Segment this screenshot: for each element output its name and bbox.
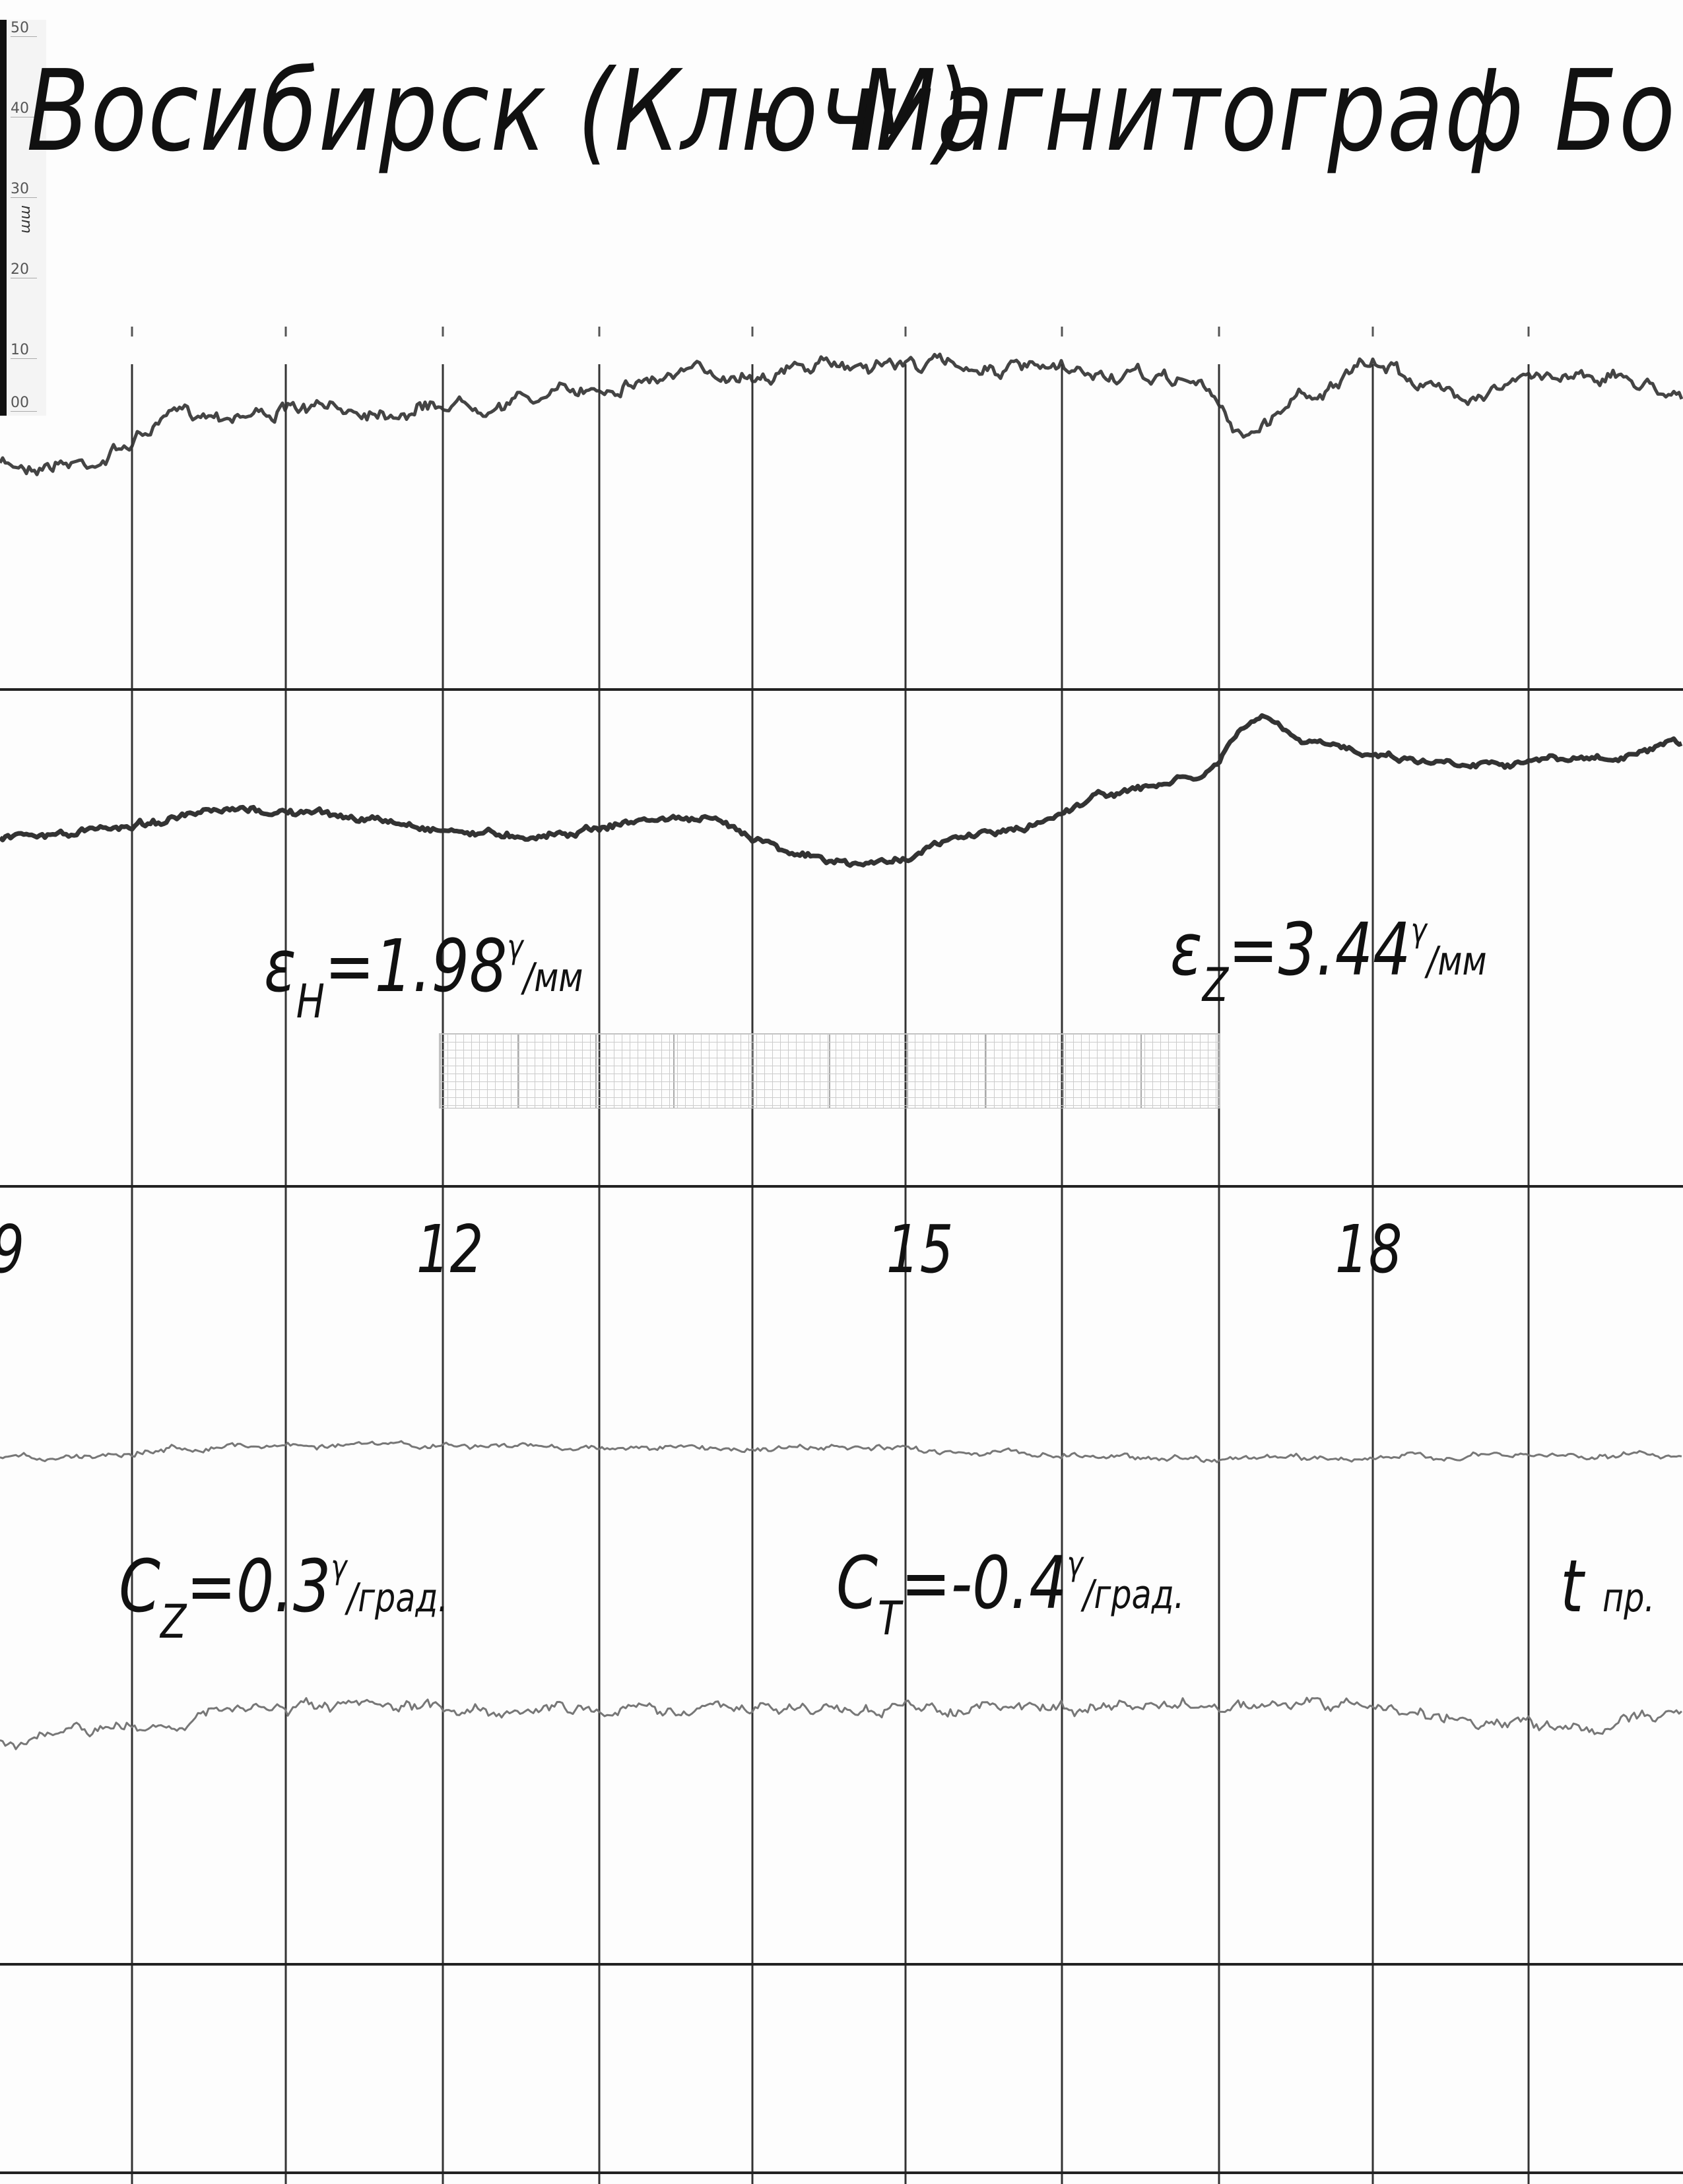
superscript: γ bbox=[1067, 1545, 1083, 1583]
unit: /град. bbox=[1082, 1572, 1185, 1618]
t-pr-label: t пр. bbox=[1560, 1544, 1655, 1628]
symbol: C bbox=[119, 1544, 160, 1628]
superscript: γ bbox=[331, 1548, 347, 1586]
value: =1.98 bbox=[324, 924, 508, 1008]
ruler-label: 20 bbox=[11, 261, 37, 278]
value: =3.44 bbox=[1228, 907, 1411, 992]
subscript: H bbox=[296, 975, 325, 1029]
unit: пр. bbox=[1602, 1575, 1655, 1621]
temperature-trace bbox=[0, 1440, 1682, 1463]
c-z-coefficient: CZ=0.3γ/град. bbox=[119, 1544, 449, 1649]
symbol: ε bbox=[264, 924, 296, 1008]
ruler-label: 30 bbox=[11, 181, 37, 198]
symbol: ε bbox=[1170, 907, 1203, 992]
ruler-label: 40 bbox=[11, 100, 37, 117]
subscript: T bbox=[877, 1591, 902, 1646]
subscript: Z bbox=[160, 1595, 187, 1649]
hour-label: 9 bbox=[0, 1211, 24, 1288]
hour-label: 12 bbox=[416, 1211, 484, 1288]
instrument-title: Магнитограф Бо bbox=[857, 46, 1676, 177]
temperature-trace bbox=[0, 1696, 1682, 1750]
symbol: C bbox=[836, 1541, 878, 1625]
value: =0.3 bbox=[186, 1544, 331, 1628]
calibration-grid bbox=[439, 1033, 1220, 1108]
unit: /мм bbox=[1426, 938, 1487, 984]
superscript: γ bbox=[507, 928, 523, 966]
unit: /град. bbox=[346, 1575, 449, 1621]
eps-z-scale: εZ=3.44γ/мм bbox=[1170, 907, 1487, 1012]
station-title: Восибирск (Ключи) bbox=[26, 46, 973, 177]
ruler-label: 00 bbox=[11, 395, 37, 412]
value: =-0.4 bbox=[901, 1541, 1067, 1625]
superscript: γ bbox=[1410, 911, 1427, 949]
z-trace bbox=[0, 713, 1683, 868]
ruler-label: 50 bbox=[11, 20, 37, 37]
h-trace bbox=[0, 352, 1683, 476]
scale-ruler: 50 40 30 mm 20 10 00 bbox=[0, 20, 46, 416]
subscript: Z bbox=[1202, 958, 1229, 1012]
unit: /мм bbox=[523, 955, 583, 1001]
ruler-label: 10 bbox=[11, 342, 37, 359]
c-t-coefficient: CT=-0.4γ/град. bbox=[836, 1541, 1185, 1646]
symbol: t bbox=[1560, 1544, 1584, 1628]
hour-label: 15 bbox=[886, 1211, 954, 1288]
hour-label: 18 bbox=[1335, 1211, 1402, 1288]
eps-h-scale: εH=1.98γ/мм bbox=[264, 924, 583, 1029]
